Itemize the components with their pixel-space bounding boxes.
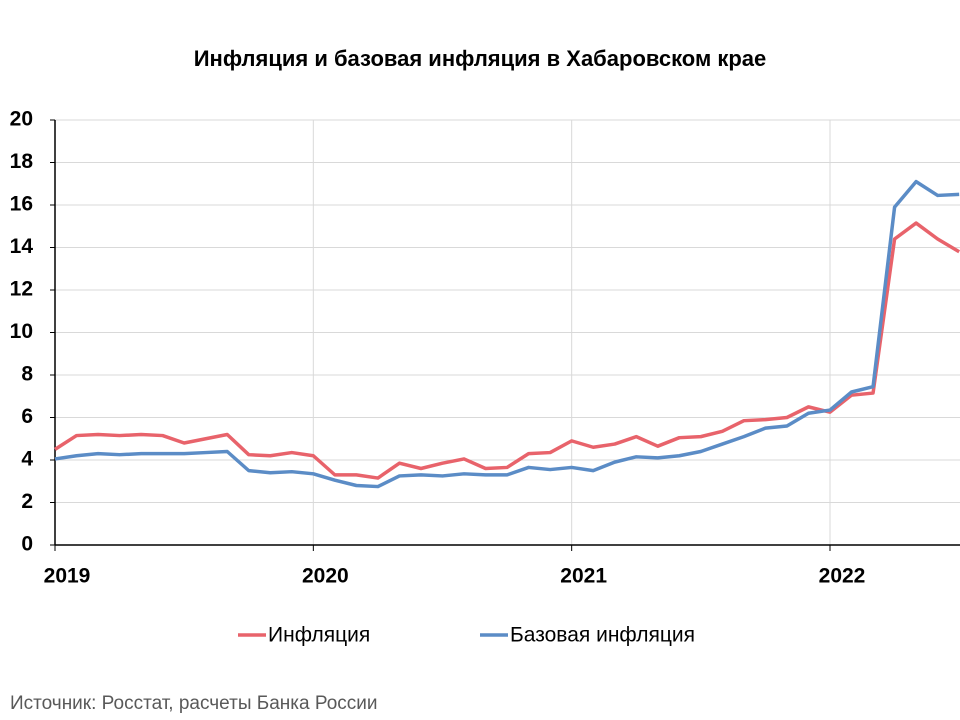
y-tick-label: 18: [10, 150, 34, 173]
chart-title: Инфляция и базовая инфляция в Хабаровско…: [194, 46, 767, 71]
y-tick-label: 4: [21, 448, 33, 471]
y-tick-label: 6: [21, 405, 33, 428]
y-tick-label: 12: [10, 278, 33, 301]
y-tick-label: 0: [21, 533, 33, 556]
y-tick-label: 14: [10, 235, 34, 258]
series-line: [54, 179, 960, 489]
x-tick-label: 2022: [819, 565, 866, 588]
x-tick-label: 2021: [560, 565, 607, 588]
x-tick-label: 2020: [302, 565, 349, 588]
y-tick-label: 10: [10, 320, 33, 343]
y-tick-label: 8: [21, 363, 33, 386]
legend-label: Базовая инфляция: [510, 624, 695, 647]
y-tick-label: 2: [21, 490, 33, 513]
series-line: [54, 221, 960, 480]
x-tick-label: 2019: [44, 565, 91, 588]
source-note: Источник: Росстат, расчеты Банка России: [10, 693, 378, 714]
legend-label: Инфляция: [268, 624, 370, 647]
y-tick-label: 16: [10, 193, 33, 216]
y-tick-label: 20: [10, 108, 33, 131]
